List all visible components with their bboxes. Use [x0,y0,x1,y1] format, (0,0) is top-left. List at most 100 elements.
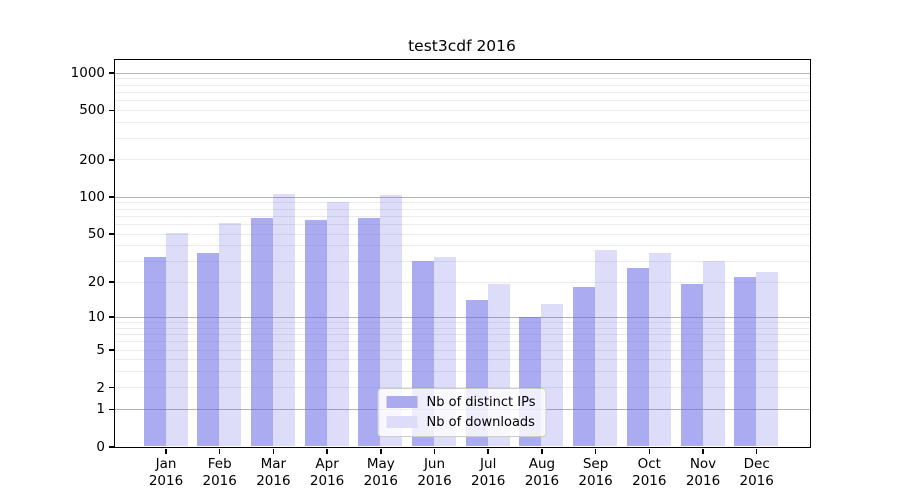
bar-distinct-ips-feb [197,252,220,447]
bar-downloads-nov [702,260,725,447]
y-tick-label: 200 [79,151,105,168]
x-tick [272,448,275,454]
gridline-major [114,72,810,74]
gridline-minor [114,349,810,351]
y-tick-label: 1000 [70,65,105,81]
gridline-minor [114,333,810,335]
y-tick-label: 50 [87,226,105,243]
gridline-minor [114,223,810,225]
gridline-major [114,196,810,198]
y-tick [109,159,115,161]
gridline-minor [114,281,810,283]
legend-item-downloads: Nb of downloads [386,414,536,430]
y-tick-label: 5 [96,342,105,358]
x-tick [648,448,651,454]
y-tick-label: 1 [96,401,105,418]
x-tick-label: Sep 2016 [578,456,613,489]
bar-distinct-ips-oct [626,268,649,447]
y-tick [109,349,115,351]
bar-distinct-ips-may [358,218,381,447]
x-tick-label: Apr 2016 [309,456,345,489]
gridline-minor [114,359,810,361]
gridline-minor [114,327,810,329]
gridline-minor [114,341,810,343]
legend-item-distinct-ips: Nb of distinct IPs [386,394,536,410]
bar-downloads-oct [648,252,671,447]
x-tick [702,448,704,454]
gridline-minor [114,137,810,139]
legend-label-distinct-ips: Nb of distinct IPs [426,394,536,410]
chart-title: test3cdf 2016 [408,37,516,55]
gridline-minor [114,202,810,204]
gridline-minor [114,122,810,124]
bar-downloads-aug [541,303,564,447]
y-tick [109,109,115,112]
gridline-minor [114,245,810,247]
x-tick [433,448,436,454]
x-tick-label: Aug 2016 [524,456,560,489]
gridline-minor [114,84,810,86]
x-tick-label: Jan 2016 [148,456,184,489]
y-tick-label: 2 [96,379,105,396]
bar-downloads-sep [595,249,618,447]
x-tick [755,448,758,454]
x-tick-label: Jun 2016 [417,456,452,489]
bar-downloads-dec [756,272,779,447]
gridline-minor [114,215,810,217]
bar-downloads-mar [272,193,295,447]
y-tick [109,72,115,74]
x-tick [594,448,597,454]
x-tick-label: Mar 2016 [256,456,291,489]
gridline-minor [114,371,810,373]
legend-swatch-distinct-ips-icon [386,396,418,408]
bar-distinct-ips-apr [304,219,327,447]
bar-downloads-may [380,195,403,447]
gridline-major [114,316,810,318]
bar-distinct-ips-mar [250,218,273,447]
bar-distinct-ips-sep [573,287,596,447]
bar-downloads-apr [326,201,349,447]
y-tick [109,446,115,448]
gridline-minor [114,208,810,210]
gridline-minor [114,109,810,111]
y-tick-label: 500 [79,102,105,119]
x-tick-label: Dec 2016 [739,456,774,489]
x-tick [487,448,489,454]
y-tick-label: 20 [87,274,105,291]
legend-swatch-downloads-icon [386,416,418,428]
bar-downloads-feb [219,223,242,447]
legend: Nb of distinct IPs Nb of downloads [377,387,547,437]
gridline-minor [114,260,810,262]
y-tick [109,408,115,411]
x-tick [326,448,328,454]
x-tick-label: Jul 2016 [471,456,506,489]
y-tick-label: 100 [79,189,105,206]
y-tick [109,386,115,389]
bar-distinct-ips-dec [734,276,757,447]
gridline-minor [114,100,810,102]
y-tick [109,316,115,318]
gridline-minor [114,78,810,80]
gridline-minor [114,91,810,93]
gridline-minor [114,321,810,323]
y-tick [109,281,115,283]
x-tick-label: Feb 2016 [202,456,237,489]
bar-distinct-ips-nov [680,284,703,447]
plot-area: Nb of distinct IPs Nb of downloads [113,58,811,448]
bar-distinct-ips-jan [143,257,166,447]
y-tick-label: 0 [96,439,105,455]
legend-label-downloads: Nb of downloads [426,414,535,430]
x-tick-label: May 2016 [363,456,398,489]
x-tick [165,448,167,454]
x-tick [380,448,382,454]
x-tick-label: Oct 2016 [632,456,667,489]
y-tick-label: 10 [87,309,105,326]
gridline-minor [114,233,810,235]
y-tick [109,233,115,235]
y-tick [109,196,115,198]
bar-downloads-jan [165,232,188,447]
x-tick [218,448,221,454]
x-tick-label: Nov 2016 [685,456,721,489]
x-tick [541,448,543,454]
